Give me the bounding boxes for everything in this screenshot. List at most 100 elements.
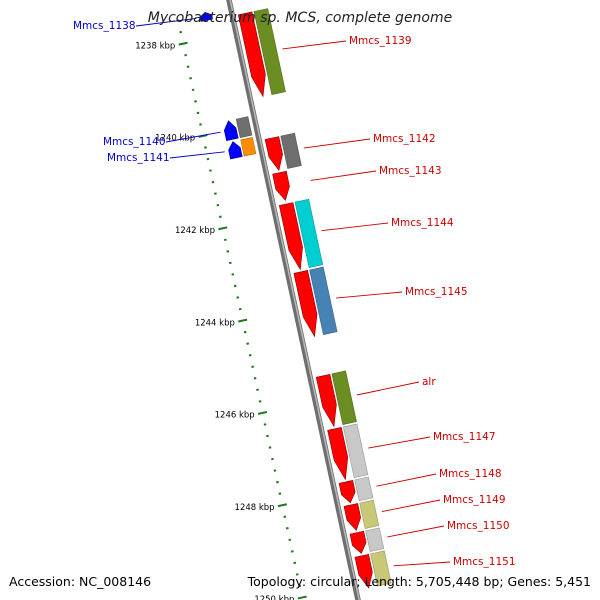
minor-tick xyxy=(276,480,279,484)
label-leader-line xyxy=(381,499,441,513)
gene-mmcs-1145 xyxy=(293,266,338,338)
minor-tick xyxy=(199,123,202,126)
gene-label: Mmcs_1140 xyxy=(103,136,166,148)
gene-features xyxy=(199,8,392,589)
tick-label: 1246 kbp xyxy=(215,411,255,421)
minor-tick xyxy=(246,342,250,345)
minor-tick xyxy=(258,400,262,403)
minor-tick xyxy=(179,30,183,34)
gene-mmcs-1142 xyxy=(264,132,302,171)
minor-tick xyxy=(194,100,197,103)
backbone-highlight xyxy=(229,0,360,600)
label-leader-line xyxy=(282,40,347,50)
cds-arrow xyxy=(349,530,367,554)
gene-label: alr xyxy=(422,376,436,388)
minor-tick xyxy=(218,215,222,218)
minor-tick xyxy=(231,273,235,276)
cog-band xyxy=(365,527,385,552)
cog-band xyxy=(342,423,369,479)
minor-tick xyxy=(278,492,282,495)
cds-arrow xyxy=(354,553,373,589)
minor-tick xyxy=(285,527,289,530)
label-leader-line xyxy=(165,131,221,143)
tick-label: 1250 kbp xyxy=(254,595,294,600)
minor-tick xyxy=(273,469,277,472)
label-leader-line xyxy=(387,525,445,538)
label-leader-line xyxy=(310,170,377,181)
label-leader-line xyxy=(169,151,225,159)
cds-arrow xyxy=(199,12,213,22)
minor-tick xyxy=(256,388,259,392)
cds-arrow xyxy=(327,426,349,481)
minor-tick xyxy=(214,192,217,195)
cog-band xyxy=(280,132,302,169)
minor-tick xyxy=(266,434,269,438)
cds-arrow xyxy=(338,480,356,504)
minor-tick xyxy=(271,457,274,461)
minor-tick xyxy=(191,88,195,92)
genome-backbone xyxy=(226,0,361,600)
label-leader-line xyxy=(321,222,389,232)
major-tick xyxy=(257,410,268,415)
tick-label: 1244 kbp xyxy=(195,318,235,328)
gene-label: Mmcs_1142 xyxy=(373,133,436,145)
minor-tick xyxy=(206,157,210,161)
minor-tick xyxy=(295,573,299,576)
cog-band xyxy=(354,476,374,502)
minor-tick xyxy=(251,365,254,368)
cds-arrow xyxy=(237,11,266,98)
gene-mmcs-1144 xyxy=(278,198,324,271)
cog-band xyxy=(294,198,324,269)
minor-tick xyxy=(204,146,207,149)
gene-mmcs-1147 xyxy=(327,423,369,481)
gene-alr xyxy=(315,370,357,428)
major-tick xyxy=(238,318,248,323)
cog-band xyxy=(309,266,338,335)
minor-tick xyxy=(184,53,188,57)
cds-arrow xyxy=(223,120,239,141)
minor-tick xyxy=(263,423,267,426)
gene-labels: Mmcs_1138 Mmcs_1139 Mmcs_1140 Mmcs_1141 Mmcs… xyxy=(73,17,516,568)
minor-tick xyxy=(248,353,252,357)
cog-band xyxy=(240,137,257,157)
major-tick xyxy=(198,134,208,138)
label-leader-line xyxy=(376,473,437,487)
minor-tick xyxy=(238,307,242,311)
label-leader-line xyxy=(303,138,371,149)
minor-tick xyxy=(226,250,230,253)
scale-ticks: 1238 kbp 1240 kbp 1242 kbp 1244 kbp 1246 kbp… xyxy=(135,19,307,600)
tick-label: 1242 kbp xyxy=(175,226,215,236)
cog-band xyxy=(359,499,380,529)
major-tick xyxy=(178,41,188,46)
cds-arrow xyxy=(315,373,337,428)
gene-label: Mmcs_1147 xyxy=(433,431,496,443)
gene-label: Mmcs_1144 xyxy=(391,217,454,229)
gene-label: Mmcs_1145 xyxy=(405,286,468,298)
minor-tick xyxy=(209,169,212,172)
cds-arrow xyxy=(278,202,303,271)
label-leader-line xyxy=(336,291,403,299)
cds-arrow xyxy=(343,503,362,531)
minor-tick xyxy=(216,203,220,207)
cog-band xyxy=(370,550,392,587)
gene-label: Mmcs_1150 xyxy=(447,520,510,532)
gene-mmcs-1141 xyxy=(228,137,257,160)
gene-label: Mmcs_1149 xyxy=(443,494,506,506)
gene-label: Mmcs_1151 xyxy=(453,556,516,568)
minor-tick xyxy=(243,330,247,334)
gene-label: Mmcs_1141 xyxy=(107,152,170,164)
cds-arrow xyxy=(293,270,318,338)
gene-mmcs-1139 xyxy=(237,8,286,98)
tick-label: 1238 kbp xyxy=(135,41,175,51)
tick-label: 1248 kbp xyxy=(235,503,275,513)
label-leader-line xyxy=(356,381,420,396)
major-tick xyxy=(277,503,287,508)
minor-tick xyxy=(236,296,240,299)
gene-label: Mmcs_1139 xyxy=(349,35,412,47)
major-tick xyxy=(218,226,228,231)
gene-mmcs-1140 xyxy=(223,116,253,141)
tick-label: 1240 kbp xyxy=(155,134,195,144)
minor-tick xyxy=(290,550,294,553)
minor-tick xyxy=(253,377,257,380)
